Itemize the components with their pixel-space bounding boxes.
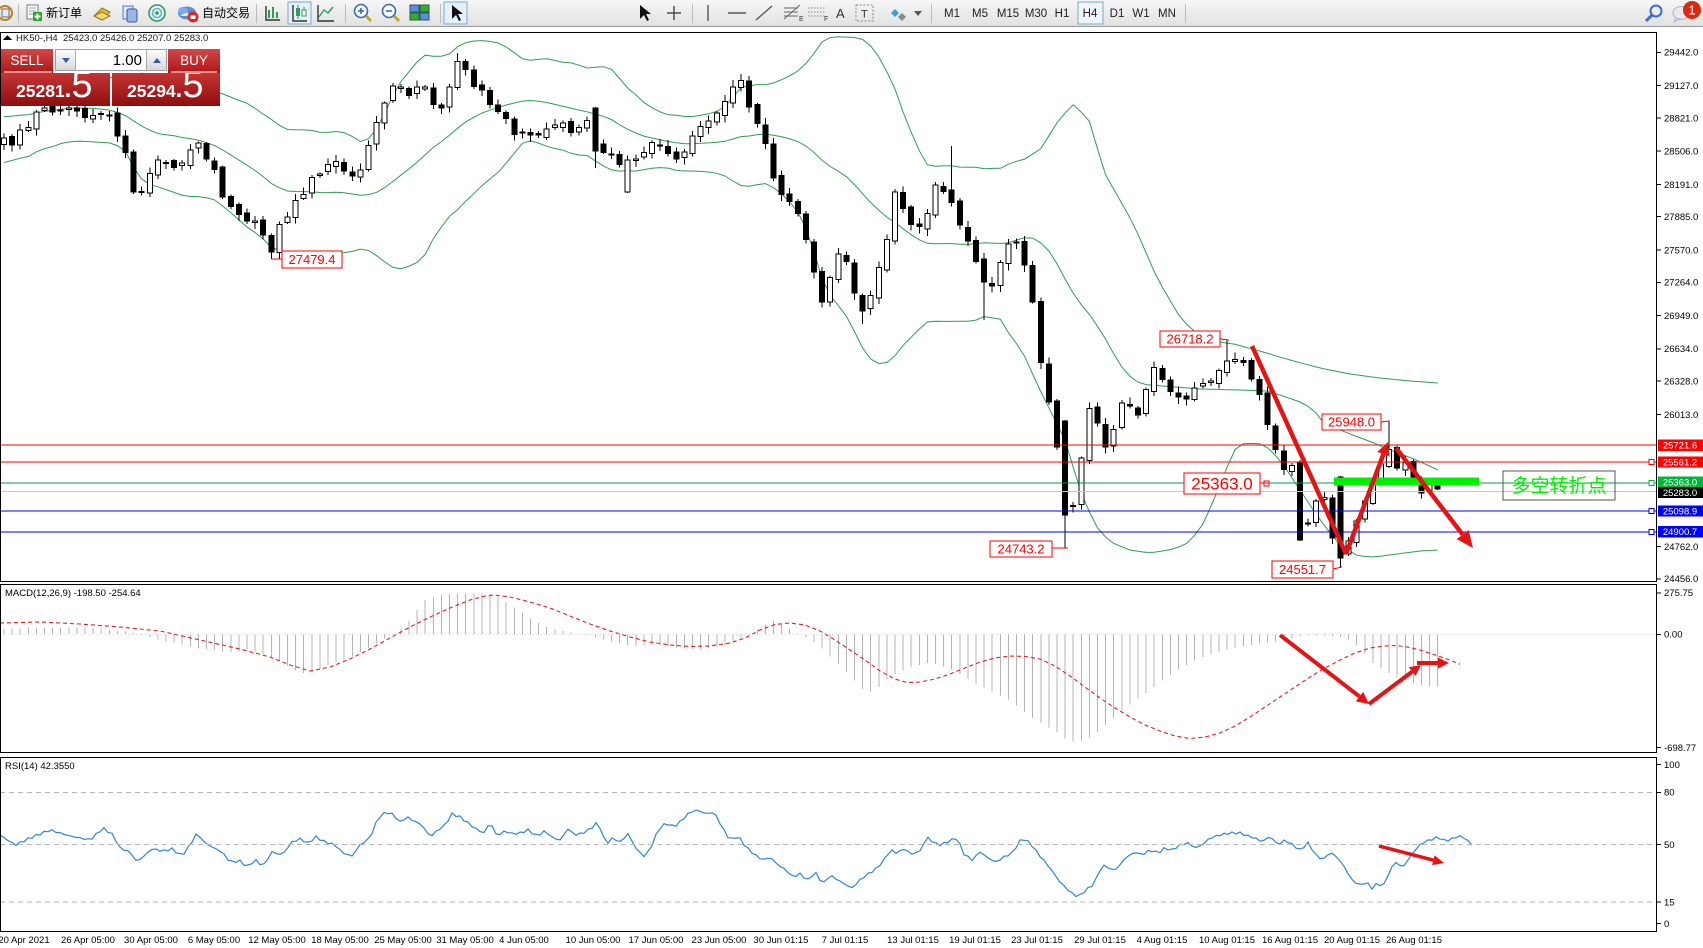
svg-text:MACD(12,26,9) -198.50 -254.64: MACD(12,26,9) -198.50 -254.64 bbox=[5, 588, 141, 599]
svg-text:26 Aug 01:15: 26 Aug 01:15 bbox=[1386, 935, 1442, 946]
svg-text:80: 80 bbox=[1664, 788, 1675, 799]
svg-text:13 Jul 01:15: 13 Jul 01:15 bbox=[887, 935, 939, 946]
svg-text:1: 1 bbox=[1688, 3, 1695, 18]
svg-text:26328.0: 26328.0 bbox=[1664, 377, 1698, 388]
svg-text:30 Jun 01:15: 30 Jun 01:15 bbox=[754, 935, 809, 946]
svg-text:E: E bbox=[799, 16, 804, 23]
svg-text:0: 0 bbox=[1664, 919, 1669, 930]
svg-text:MN: MN bbox=[1158, 8, 1176, 20]
svg-text:M30: M30 bbox=[1025, 8, 1047, 20]
svg-text:H1: H1 bbox=[1055, 8, 1070, 20]
svg-text:28821.0: 28821.0 bbox=[1664, 113, 1698, 124]
svg-text:27479.4: 27479.4 bbox=[289, 252, 336, 267]
svg-text:24762.0: 24762.0 bbox=[1664, 542, 1698, 553]
svg-text:M15: M15 bbox=[997, 8, 1019, 20]
svg-text:31 May 05:00: 31 May 05:00 bbox=[436, 935, 494, 946]
svg-text:25721.6: 25721.6 bbox=[1663, 441, 1697, 452]
svg-text:15: 15 bbox=[1664, 898, 1675, 909]
svg-text:25098.9: 25098.9 bbox=[1663, 506, 1697, 517]
svg-text:4 Jun 05:00: 4 Jun 05:00 bbox=[499, 935, 549, 946]
svg-text:M1: M1 bbox=[944, 8, 960, 20]
svg-text:M5: M5 bbox=[972, 8, 988, 20]
svg-text:29442.0: 29442.0 bbox=[1664, 48, 1698, 59]
svg-text:25561.2: 25561.2 bbox=[1663, 457, 1697, 468]
svg-text:29127.0: 29127.0 bbox=[1664, 81, 1698, 92]
svg-text:50: 50 bbox=[1664, 840, 1675, 851]
svg-text:10 Jun 05:00: 10 Jun 05:00 bbox=[566, 935, 621, 946]
svg-text:29 Jul 01:15: 29 Jul 01:15 bbox=[1074, 935, 1126, 946]
svg-text:自动交易: 自动交易 bbox=[202, 5, 250, 20]
svg-text:26718.2: 26718.2 bbox=[1167, 332, 1214, 347]
svg-text:D1: D1 bbox=[1110, 8, 1125, 20]
svg-text:19 Jul 01:15: 19 Jul 01:15 bbox=[949, 935, 1001, 946]
svg-text:27885.0: 27885.0 bbox=[1664, 212, 1698, 223]
svg-text:25948.0: 25948.0 bbox=[1328, 415, 1375, 430]
svg-text:28191.0: 28191.0 bbox=[1664, 180, 1698, 191]
svg-text:26634.0: 26634.0 bbox=[1664, 344, 1698, 355]
svg-text:100: 100 bbox=[1664, 760, 1680, 771]
svg-text:23 Jun 05:00: 23 Jun 05:00 bbox=[692, 935, 747, 946]
svg-text:20 Aug 01:15: 20 Aug 01:15 bbox=[1324, 935, 1380, 946]
svg-text:T: T bbox=[861, 9, 868, 21]
svg-text:-698.77: -698.77 bbox=[1664, 743, 1696, 754]
svg-text:7 Jul 01:15: 7 Jul 01:15 bbox=[822, 935, 868, 946]
svg-text:HK50-,H4 25423.0 25426.0 2520: HK50-,H4 25423.0 25426.0 25207.0 25283.0 bbox=[16, 33, 208, 44]
svg-text:多空转折点: 多空转折点 bbox=[1511, 475, 1606, 497]
svg-text:新订单: 新订单 bbox=[46, 5, 82, 20]
svg-text:0.00: 0.00 bbox=[1664, 630, 1683, 641]
svg-text:27570.0: 27570.0 bbox=[1664, 245, 1698, 256]
svg-text:30 Apr 05:00: 30 Apr 05:00 bbox=[124, 935, 178, 946]
svg-text:6 May 05:00: 6 May 05:00 bbox=[188, 935, 240, 946]
svg-text:25 May 05:00: 25 May 05:00 bbox=[374, 935, 432, 946]
svg-text:H4: H4 bbox=[1083, 8, 1098, 20]
svg-text:275.75: 275.75 bbox=[1664, 588, 1693, 599]
svg-text:23 Jul 01:15: 23 Jul 01:15 bbox=[1011, 935, 1063, 946]
svg-text:RSI(14) 42.3550: RSI(14) 42.3550 bbox=[5, 761, 75, 772]
svg-text:25283.0: 25283.0 bbox=[1663, 488, 1697, 499]
svg-text:F: F bbox=[824, 16, 828, 23]
svg-text:A: A bbox=[836, 6, 845, 21]
svg-text:25363.0: 25363.0 bbox=[1191, 475, 1252, 494]
svg-text:25363.0: 25363.0 bbox=[1663, 477, 1697, 488]
svg-text:17 Jun 05:00: 17 Jun 05:00 bbox=[629, 935, 684, 946]
svg-text:27264.0: 27264.0 bbox=[1664, 278, 1698, 289]
svg-text:28506.0: 28506.0 bbox=[1664, 147, 1698, 158]
svg-text:24456.0: 24456.0 bbox=[1664, 574, 1698, 585]
svg-text:4 Aug 01:15: 4 Aug 01:15 bbox=[1137, 935, 1188, 946]
svg-text:24551.7: 24551.7 bbox=[1279, 562, 1326, 577]
svg-text:12 May 05:00: 12 May 05:00 bbox=[248, 935, 306, 946]
svg-text:18 May 05:00: 18 May 05:00 bbox=[311, 935, 369, 946]
svg-text:16 Aug 01:15: 16 Aug 01:15 bbox=[1262, 935, 1318, 946]
svg-text:W1: W1 bbox=[1132, 8, 1149, 20]
svg-text:20 Apr 2021: 20 Apr 2021 bbox=[0, 935, 50, 946]
svg-text:26949.0: 26949.0 bbox=[1664, 311, 1698, 322]
svg-text:24900.7: 24900.7 bbox=[1663, 527, 1697, 538]
svg-text:26013.0: 26013.0 bbox=[1664, 410, 1698, 421]
svg-text:26 Apr 05:00: 26 Apr 05:00 bbox=[61, 935, 115, 946]
svg-text:10 Aug 01:15: 10 Aug 01:15 bbox=[1199, 935, 1255, 946]
svg-text:24743.2: 24743.2 bbox=[998, 542, 1045, 557]
